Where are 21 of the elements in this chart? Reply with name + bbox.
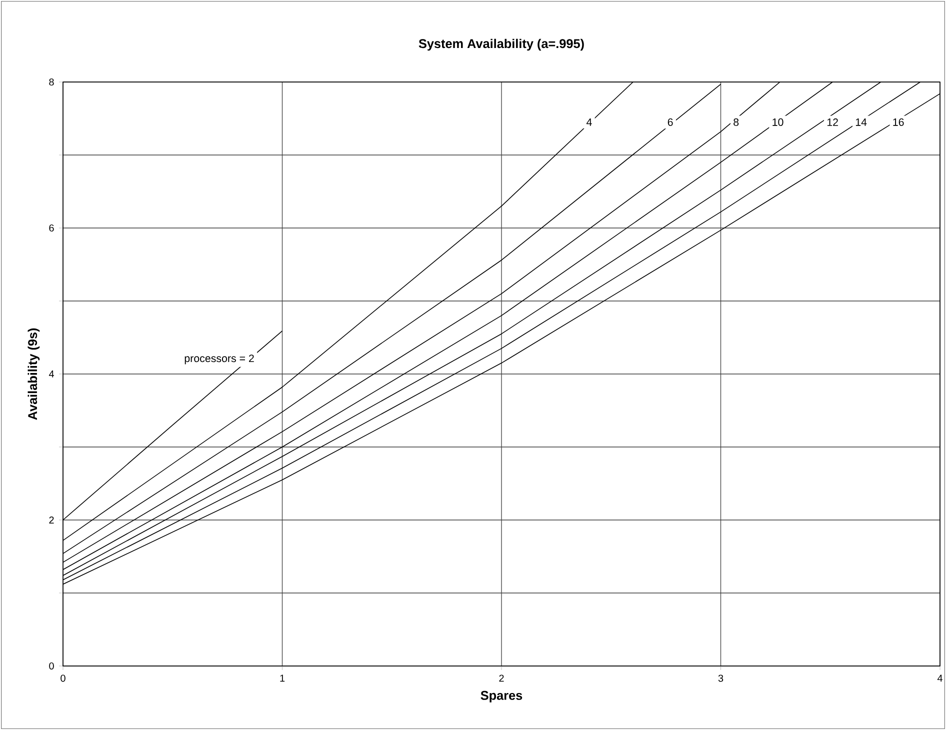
x-axis-title: Spares xyxy=(480,690,522,702)
annotation: 6 xyxy=(668,118,673,126)
y-tick-label: 2 xyxy=(49,516,54,524)
y-tick-label: 6 xyxy=(49,224,54,232)
annotation: 16 xyxy=(893,118,904,126)
y-tick-label: 4 xyxy=(48,370,54,378)
annotation: 14 xyxy=(856,118,867,126)
y-tick-label: 8 xyxy=(49,78,54,86)
annotation: processors = 2 xyxy=(184,354,254,364)
x-tick-label: 0 xyxy=(60,674,66,682)
y-axis-title: Availability (9s) xyxy=(28,328,40,420)
x-tick-label: 3 xyxy=(718,674,724,682)
y-tick-label: 0 xyxy=(49,662,54,670)
annotation: 10 xyxy=(772,118,784,126)
x-tick-label: 2 xyxy=(499,674,504,682)
annotation: 4 xyxy=(586,118,592,126)
x-tick-label: 1 xyxy=(280,674,285,682)
chart-title: System Availability (a=.995) xyxy=(418,38,584,51)
annotation: 12 xyxy=(827,118,838,126)
x-tick-label: 4 xyxy=(937,674,942,682)
annotation: 8 xyxy=(734,118,739,126)
